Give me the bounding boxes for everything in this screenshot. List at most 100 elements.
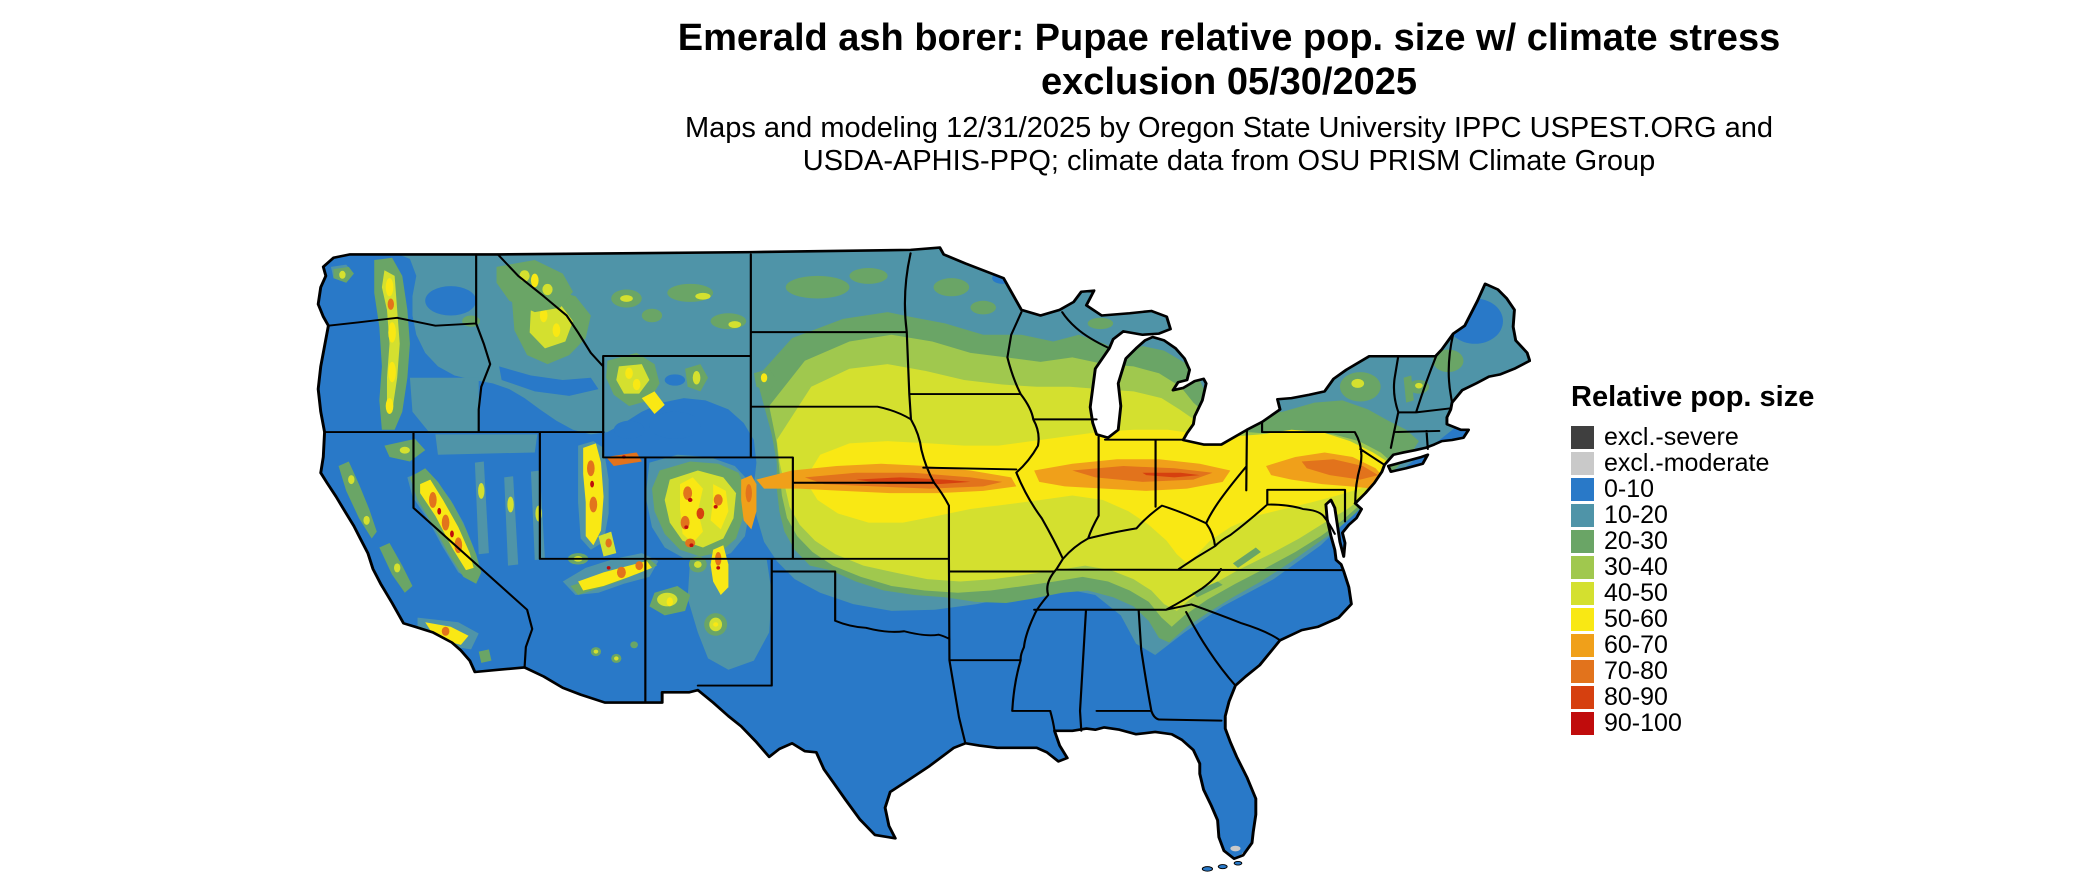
raster-green-montana-central	[641, 308, 663, 323]
legend-swatch	[1571, 452, 1594, 475]
raster-yg-olympic	[339, 270, 346, 279]
raster-yellow-absaroka	[625, 367, 633, 379]
legend: Relative pop. size excl.-severe excl.-mod…	[1571, 381, 1814, 738]
raster-yellow-idaho	[552, 323, 561, 338]
raster-blue-columbia-basin	[425, 286, 477, 316]
raster-yg-dot	[695, 292, 711, 300]
raster-yg-coast	[393, 563, 401, 573]
legend-label: 90-100	[1604, 709, 1682, 737]
page-subtitle-line1: Maps and modeling 12/31/2025 by Oregon S…	[684, 112, 1774, 144]
legend-swatch	[1571, 660, 1594, 683]
raster-yellow-ridge	[385, 278, 394, 297]
raster-red-sangre	[716, 566, 721, 570]
raster-yellow-montana	[530, 273, 539, 288]
raster-blue-wy-basin	[649, 411, 701, 439]
raster-blue-wy-basin	[613, 420, 645, 439]
raster-yellow-gila	[666, 597, 673, 607]
raster-green-blueridge	[1232, 547, 1261, 568]
raster-yg-bighorn	[692, 370, 701, 385]
raster-yellow-sacramento	[713, 622, 719, 627]
legend-swatch	[1571, 712, 1594, 735]
raster-teal-nv-stripe	[504, 476, 519, 566]
raster-orange-colorado	[683, 486, 693, 500]
legend-row: 50-60	[1571, 605, 1814, 633]
raster-orange-mogollon	[635, 561, 644, 571]
raster-green-patch	[1087, 317, 1114, 330]
legend-label: 10-20	[1604, 501, 1668, 529]
raster-redorange-midwest	[1142, 472, 1200, 478]
raster-orange-socal	[441, 626, 450, 636]
raster-teal-new-mexico	[687, 558, 772, 670]
raster-orange-wasatch	[589, 496, 598, 513]
raster-blue-snake-plain	[499, 366, 599, 396]
legend-label: excl.-moderate	[1604, 449, 1770, 477]
raster-yg-skyisland	[593, 649, 599, 654]
raster-oy-frontrange	[741, 475, 757, 530]
raster-orange-south-utah	[605, 538, 612, 548]
legend-swatch	[1571, 504, 1594, 527]
raster-yg-dot	[728, 321, 742, 328]
legend-swatch	[1571, 686, 1594, 709]
florida-keys	[1201, 860, 1243, 872]
raster-green-skyisland	[630, 641, 638, 649]
key-island	[1201, 866, 1214, 872]
raster-teal-nv-north	[435, 434, 538, 455]
raster-yg-skyisland	[614, 656, 619, 661]
raster-red-colorado	[713, 504, 718, 509]
legend-label: 80-90	[1604, 683, 1668, 711]
raster-yellow-windriver	[641, 391, 665, 414]
raster-yellow-colorado	[710, 484, 729, 530]
raster-redorange-colorado	[696, 507, 705, 520]
raster-orange-colorado	[713, 494, 723, 506]
legend-label: 40-50	[1604, 579, 1668, 607]
legend-label: 60-70	[1604, 631, 1668, 659]
raster-yg-shasta	[399, 446, 410, 454]
raster-green-green-mtns	[1403, 375, 1414, 403]
raster-yg-coast	[363, 515, 370, 525]
raster-yellow-sangre	[710, 545, 729, 596]
raster-blue-bighorn-basin	[664, 374, 686, 386]
raster-green-patch	[710, 313, 747, 330]
legend-row: 20-30	[1571, 527, 1814, 555]
legend-swatch	[1571, 530, 1594, 553]
raster-red-colorado	[684, 525, 689, 529]
legend-swatch	[1571, 582, 1594, 605]
raster-excl-moderate	[1230, 845, 1241, 852]
legend-swatch	[1571, 426, 1594, 449]
page-title-line2: exclusion 05/30/2025	[1040, 61, 1418, 104]
legend-row: 10-20	[1571, 501, 1814, 529]
page-subtitle: Maps and modeling 12/31/2025 by Oregon S…	[379, 112, 2079, 179]
raster-red-colorado	[687, 497, 693, 503]
legend-swatch	[1571, 608, 1594, 631]
raster-red-sierra	[437, 507, 442, 515]
raster-yg-dot	[1351, 378, 1365, 388]
legend-label: 30-40	[1604, 553, 1668, 581]
raster-green-smokies	[1192, 581, 1223, 598]
raster-yg-nevada	[507, 496, 514, 513]
state-borders	[323, 252, 1455, 745]
raster-yellow-absaroka	[632, 378, 641, 391]
raster-orange-wasatch	[586, 460, 595, 477]
raster-red-wasatch	[590, 480, 595, 488]
raster-orange-volcano	[387, 298, 394, 310]
legend-label: 0-10	[1604, 475, 1655, 503]
us-map	[316, 246, 1531, 872]
raster-red-sanfrancisco-peaks	[606, 566, 611, 570]
raster-orange-midwest	[1072, 466, 1213, 482]
key-island	[1233, 860, 1243, 866]
raster-green-patch	[933, 278, 970, 297]
legend-swatch	[1571, 634, 1594, 657]
legend-row: 60-70	[1571, 631, 1814, 659]
page-subtitle-line2: USDA-APHIS-PPQ; climate data from OSU PR…	[802, 145, 1656, 178]
raster-green-patch	[849, 267, 888, 284]
legend-row: 90-100	[1571, 709, 1814, 737]
legend-swatch	[1571, 478, 1594, 501]
raster-orange-sierra	[441, 514, 450, 531]
raster-yg-coast	[348, 475, 355, 485]
legend-row: excl.-severe	[1571, 423, 1814, 451]
map-raster-layers	[318, 247, 1530, 859]
legend-rows: excl.-severe excl.-moderate 0-10 10-20 20-30…	[1571, 423, 1814, 737]
raster-orange-sierra	[429, 492, 437, 508]
legend-label: 70-80	[1604, 657, 1668, 685]
legend-label: 20-30	[1604, 527, 1668, 555]
